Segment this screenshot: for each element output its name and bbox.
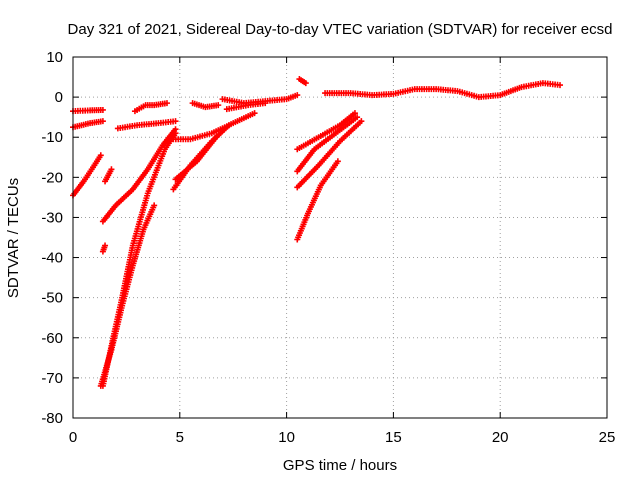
y-tick-labels: 10 0 -10 -20 -30 -40 -50 -60 -70 -80 bbox=[41, 49, 63, 427]
data-point bbox=[358, 118, 365, 125]
series-arc-3 bbox=[70, 152, 104, 199]
series-arc-14 bbox=[189, 100, 222, 111]
data-point bbox=[215, 102, 222, 109]
x-tick-label: 15 bbox=[385, 429, 402, 446]
data-point bbox=[99, 106, 106, 113]
y-tick-label: -80 bbox=[41, 410, 63, 427]
series-arc-6 bbox=[97, 202, 158, 389]
data-point bbox=[108, 166, 115, 173]
grid-lines bbox=[72, 56, 608, 419]
data-point bbox=[172, 118, 179, 125]
y-tick-label: -20 bbox=[41, 169, 63, 186]
y-tick-label: -10 bbox=[41, 129, 63, 146]
series-arc-21 bbox=[296, 76, 309, 87]
data-point bbox=[99, 118, 106, 125]
y-tick-label: -40 bbox=[41, 250, 63, 267]
series-arc-10 bbox=[131, 100, 170, 115]
data-point bbox=[102, 242, 109, 249]
data-point bbox=[557, 82, 564, 89]
plot-frame bbox=[72, 56, 608, 419]
y-tick-label: 10 bbox=[46, 49, 63, 66]
data-point bbox=[163, 100, 170, 107]
y-tick-label: -30 bbox=[41, 209, 63, 226]
series-arc-19 bbox=[294, 118, 365, 191]
data-point bbox=[351, 110, 358, 117]
series-arc-7 bbox=[99, 242, 109, 255]
x-tick-label: 20 bbox=[492, 429, 509, 446]
series-arc-17 bbox=[294, 158, 341, 243]
series-arc-2 bbox=[70, 118, 106, 131]
series-arc-22 bbox=[322, 80, 564, 101]
data-point bbox=[334, 158, 341, 165]
x-tick-label: 5 bbox=[176, 429, 184, 446]
series-arc-8 bbox=[102, 166, 115, 185]
data-points bbox=[70, 76, 564, 389]
y-tick-label: -70 bbox=[41, 370, 63, 387]
series-arc-13 bbox=[172, 134, 220, 183]
data-point bbox=[97, 152, 104, 159]
series-arc-16 bbox=[223, 100, 269, 113]
series-arc-20 bbox=[294, 110, 358, 153]
y-tick-label: 0 bbox=[55, 89, 63, 106]
series-arc-9 bbox=[114, 118, 179, 132]
x-tick-label: 0 bbox=[69, 429, 77, 446]
x-tick-label: 25 bbox=[599, 429, 616, 446]
x-tick-labels: 0 5 10 15 20 25 bbox=[69, 429, 616, 446]
data-point bbox=[354, 114, 361, 121]
data-point bbox=[251, 110, 258, 117]
data-point bbox=[213, 134, 220, 141]
y-axis-label: SDTVAR / TECUs bbox=[5, 178, 22, 298]
series-arc-4 bbox=[99, 126, 179, 225]
data-point bbox=[225, 122, 232, 129]
data-point bbox=[302, 80, 309, 87]
chart-title: Day 321 of 2021, Sidereal Day-to-day VTE… bbox=[68, 21, 613, 38]
data-point bbox=[294, 92, 301, 99]
x-tick-label: 10 bbox=[278, 429, 295, 446]
x-axis-label: GPS time / hours bbox=[283, 457, 397, 474]
data-point bbox=[172, 130, 179, 137]
data-point bbox=[151, 202, 158, 209]
y-tick-label: -60 bbox=[41, 330, 63, 347]
data-point bbox=[262, 100, 269, 107]
y-tick-label: -50 bbox=[41, 290, 63, 307]
series-arc-1 bbox=[70, 106, 106, 115]
series-arc-18 bbox=[294, 114, 361, 175]
